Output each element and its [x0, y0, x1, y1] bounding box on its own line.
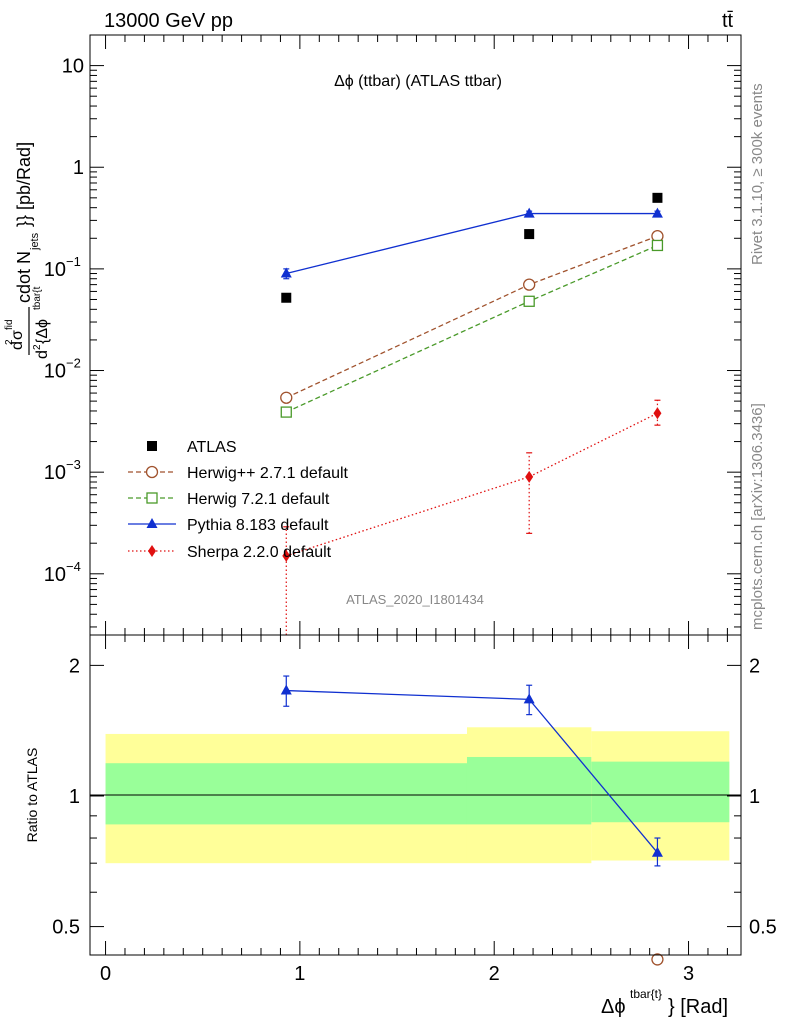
ratio-series-pythia-8-183-default-point	[523, 693, 535, 704]
ratio-series-pythia-8-183-default-point	[280, 684, 292, 695]
ratio-series	[280, 675, 664, 966]
rivet-label: Rivet 3.1.10, ≥ 300k events	[749, 83, 766, 265]
legend-entry-herwigpp: Herwig++ 2.7.1 default	[128, 465, 349, 482]
main-y-tick-mantissa: 10	[44, 564, 66, 586]
ratio-y-tick-label-right: 2	[749, 655, 760, 677]
x-axis-label: Δϕ tbar{t} } [Rad]	[601, 987, 728, 1018]
ratio-y-tick-label: 0.5	[52, 917, 80, 939]
legend-entry-atlas: ATLAS	[147, 439, 237, 456]
series-sherpa-2-2-0-default-point	[653, 407, 662, 420]
process-label: tt̄	[722, 10, 734, 32]
main-y-tick-mantissa: 1	[73, 157, 84, 179]
series-sherpa-2-2-0-default-point	[525, 470, 534, 483]
svg-text:2: 2	[32, 344, 43, 350]
energy-label: 13000 GeV pp	[104, 10, 233, 32]
main-y-tick-exponent: −3	[66, 457, 81, 472]
main-panel: Δϕ (ttbar) (ATLAS ttbar) ATLAS_2020_I180…	[44, 34, 742, 636]
main-y-tick-mantissa: 10	[44, 259, 66, 281]
ratio-panel: 0.5 0.5 1 1 2 2 0 1 2 3	[52, 634, 777, 985]
series-herwig-7-2-1-default-line	[286, 244, 658, 413]
ratio-y-tick-label-right: 0.5	[749, 917, 777, 939]
ratio-x-tick-label: 3	[683, 963, 694, 985]
series-pythia-8-183-default-point	[523, 207, 535, 218]
ratio-series-pythia-8-183-default-point	[651, 846, 663, 857]
ratio-band-green	[591, 761, 730, 823]
main-series	[280, 192, 664, 635]
main-y-tick-exponent: −4	[66, 559, 81, 574]
svg-text:fid: fid	[4, 319, 15, 330]
main-y-tick-label: 10 −1	[44, 254, 81, 281]
ratio-band-green	[105, 763, 467, 825]
main-y-tick-label: 10	[62, 56, 84, 78]
series-herwig-7-2-1-default-point	[280, 406, 292, 418]
series-herwig-7-2-1-default-point	[651, 239, 664, 252]
svg-text:tbar{t: tbar{t	[32, 286, 43, 310]
series-atlas-point	[524, 229, 535, 240]
ratio-series-herwig-2-7-1-default-point	[651, 953, 664, 966]
legend-marker-pythia	[146, 518, 158, 528]
mcplots-label: mcplots.cern.ch [arXiv:1306.3436]	[749, 403, 766, 630]
ratio-band-green	[466, 756, 592, 825]
main-x-ticks	[105, 35, 728, 635]
ratio-y-tick-label-right: 1	[749, 786, 760, 808]
ratio-x-axis: 0 1 2 3	[100, 635, 728, 985]
ratio-x-tick-label: 0	[100, 963, 111, 985]
svg-text:jets: jets	[29, 232, 41, 251]
legend: ATLAS Herwig++ 2.7.1 default Herwig 7.2.…	[128, 439, 349, 561]
legend-marker-herwig7	[146, 492, 158, 504]
legend-marker-atlas	[147, 441, 157, 451]
main-y-tick-label: 10 −2	[44, 356, 81, 383]
series-pythia-8-183-default-line	[286, 212, 658, 275]
series-atlas-point	[652, 192, 663, 203]
main-y-tick-label: 10 −4	[44, 559, 81, 586]
ratio-y-tick-label: 2	[69, 655, 80, 677]
main-y-tick-exponent: −1	[66, 254, 81, 269]
ratio-frame	[89, 634, 742, 956]
legend-label-herwigpp: Herwig++ 2.7.1 default	[187, 465, 349, 482]
watermark: ATLAS_2020_I1801434	[346, 592, 484, 607]
legend-entry-sherpa: Sherpa 2.2.0 default	[128, 544, 332, 561]
series-pythia-8-183-default-point	[651, 207, 663, 218]
svg-text:} [Rad]: } [Rad]	[668, 996, 728, 1018]
legend-entry-herwig7: Herwig 7.2.1 default	[128, 491, 330, 508]
legend-marker-sherpa	[148, 545, 156, 557]
ratio-x-tick-label: 2	[489, 963, 500, 985]
legend-label-herwig7: Herwig 7.2.1 default	[187, 491, 330, 508]
ratio-y-axis: 0.5 0.5 1 1 2 2	[52, 655, 777, 938]
series-herwig-7-2-1-default-point	[523, 295, 535, 307]
legend-label-sherpa: Sherpa 2.2.0 default	[187, 544, 332, 561]
series-sherpa-2-2-0-default-point	[282, 549, 291, 562]
main-y-tick-exponent: −2	[66, 356, 81, 371]
series-sherpa-2-2-0-default-line	[286, 412, 658, 557]
legend-entry-pythia: Pythia 8.183 default	[128, 517, 329, 534]
ratio-y-axis-label: Ratio to ATLAS	[24, 748, 40, 843]
svg-text:Δϕ: Δϕ	[601, 996, 626, 1018]
legend-label-pythia: Pythia 8.183 default	[187, 517, 329, 534]
svg-text:2: 2	[4, 339, 15, 345]
series-herwig-2-7-1-default-point	[280, 391, 293, 404]
svg-text:}} [pb/Rad]: }} [pb/Rad]	[14, 142, 34, 227]
svg-text:tbar{t}: tbar{t}	[630, 987, 662, 1001]
svg-text:cdot N: cdot N	[14, 251, 34, 303]
plot-title: Δϕ (ttbar) (ATLAS ttbar)	[334, 73, 502, 90]
series-herwig-2-7-1-default-point	[523, 278, 536, 291]
series-pythia-8-183-default-point	[280, 267, 292, 278]
main-y-axis-label: d 2 σ fid d 2 {Δϕ tbar{t cdot N jets }} …	[4, 142, 51, 359]
svg-text:d: d	[9, 341, 26, 350]
svg-text:{Δϕ: {Δϕ	[34, 319, 51, 344]
legend-label-atlas: ATLAS	[187, 439, 237, 456]
main-y-tick-label: 1	[73, 157, 84, 179]
ratio-y-tick-label: 1	[69, 786, 80, 808]
svg-text:d: d	[34, 350, 51, 359]
main-y-tick-mantissa: 10	[44, 462, 66, 484]
main-y-tick-mantissa: 10	[62, 56, 84, 78]
legend-marker-herwigpp	[145, 465, 159, 479]
ratio-x-tick-label: 1	[294, 963, 305, 985]
main-y-tick-mantissa: 10	[44, 361, 66, 383]
series-atlas-point	[281, 292, 292, 303]
svg-text:σ: σ	[9, 330, 26, 340]
main-y-tick-label: 10 −3	[44, 457, 81, 484]
